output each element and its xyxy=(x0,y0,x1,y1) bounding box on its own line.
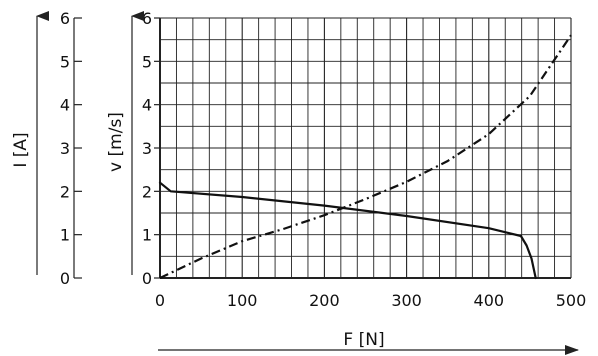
current-tick-label: 0 xyxy=(60,269,70,288)
velocity-tick-label: 1 xyxy=(142,226,152,245)
velocity-tick-label: 3 xyxy=(142,139,152,158)
velocity-axis: 0 1 2 3 4 5 6 xyxy=(142,9,160,288)
velocity-tick-label: 5 xyxy=(142,52,152,71)
current-tick-label: 3 xyxy=(60,139,70,158)
current-curve xyxy=(159,34,572,279)
velocity-tick-label: 6 xyxy=(142,9,152,28)
current-tick-label: 2 xyxy=(60,182,70,201)
force-tick-label: 400 xyxy=(474,291,505,310)
current-tick-label: 6 xyxy=(60,9,70,28)
current-tick-label: 4 xyxy=(60,96,70,115)
velocity-tick-label: 0 xyxy=(142,269,152,288)
velocity-tick-label: 4 xyxy=(142,96,152,115)
current-axis: 0 1 2 3 4 5 6 xyxy=(60,9,82,288)
force-tick-label: 300 xyxy=(391,291,422,310)
velocity-axis-label: v [m/s] xyxy=(106,112,126,172)
force-tick-label: 200 xyxy=(309,291,340,310)
force-axis-label: F [N] xyxy=(343,330,384,350)
velocity-curve xyxy=(158,181,537,280)
force-tick-label: 0 xyxy=(155,291,165,310)
force-tick-label: 100 xyxy=(227,291,258,310)
force-axis: 0 100 200 300 400 500 xyxy=(155,291,586,310)
grid xyxy=(159,17,572,279)
force-tick-label: 500 xyxy=(556,291,587,310)
current-axis-label: I [A] xyxy=(11,132,31,167)
current-tick-label: 1 xyxy=(60,226,70,245)
series-layer xyxy=(158,34,572,280)
velocity-tick-label: 2 xyxy=(142,182,152,201)
current-tick-label: 5 xyxy=(60,52,70,71)
